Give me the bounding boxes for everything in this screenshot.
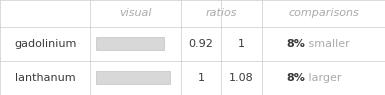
- Text: 8%: 8%: [286, 73, 305, 83]
- Text: gadolinium: gadolinium: [14, 39, 77, 49]
- Bar: [96, 37, 164, 50]
- Text: 0.92: 0.92: [189, 39, 214, 49]
- Text: lanthanum: lanthanum: [15, 73, 75, 83]
- Text: 1: 1: [198, 73, 205, 83]
- Text: visual: visual: [119, 8, 152, 18]
- Text: 1.08: 1.08: [229, 73, 254, 83]
- Text: 1: 1: [238, 39, 245, 49]
- Text: 8%: 8%: [286, 39, 305, 49]
- Bar: [96, 71, 170, 84]
- Text: smaller: smaller: [305, 39, 350, 49]
- Text: larger: larger: [305, 73, 341, 83]
- Text: comparisons: comparisons: [288, 8, 359, 18]
- Text: ratios: ratios: [206, 8, 237, 18]
